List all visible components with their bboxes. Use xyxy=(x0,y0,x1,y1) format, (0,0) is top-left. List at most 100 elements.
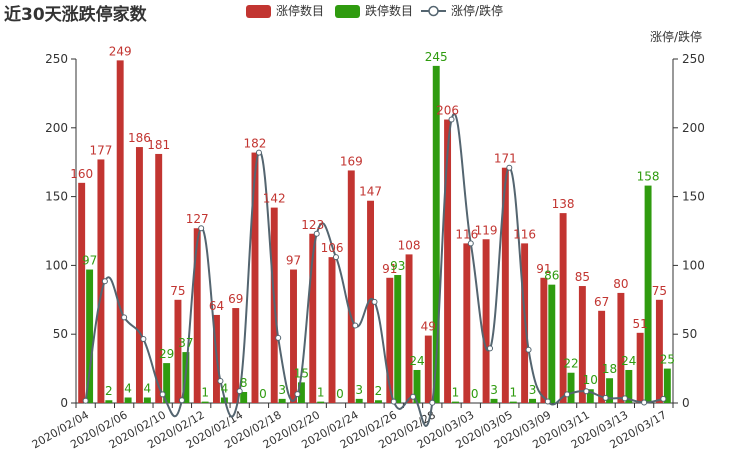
data-label-limit-down: 37 xyxy=(178,336,193,350)
bar-limit-down xyxy=(432,65,440,403)
bar-limit-up xyxy=(193,228,201,403)
ratio-point xyxy=(255,149,262,156)
ratio-point xyxy=(275,334,282,341)
ratio-point xyxy=(140,336,147,343)
data-label-limit-up: 119 xyxy=(475,223,498,237)
bar-limit-up xyxy=(155,153,163,403)
data-label-limit-down: 29 xyxy=(159,347,174,361)
data-label-limit-up: 249 xyxy=(109,44,132,58)
legend[interactable]: 涨停数目 跌停数目 涨停/跌停 xyxy=(246,3,503,18)
data-label-limit-up: 91 xyxy=(382,262,397,276)
bar-limit-up xyxy=(463,243,471,403)
bar-limit-down xyxy=(452,401,459,403)
bar-limit-down xyxy=(163,363,171,403)
ratio-point xyxy=(429,399,436,406)
data-label-limit-up: 142 xyxy=(263,192,286,206)
bar-limit-down xyxy=(586,389,594,403)
bar-limit-down xyxy=(548,284,556,403)
bar-limit-up xyxy=(367,200,374,403)
bar-limit-down xyxy=(644,185,652,403)
bar-limit-up xyxy=(232,308,240,403)
bar-limit-down xyxy=(143,397,151,403)
data-label-limit-up: 182 xyxy=(244,137,267,151)
y-right-tick-label: 250 xyxy=(682,52,705,66)
data-label-limit-down: 4 xyxy=(221,381,229,395)
bar-limit-up xyxy=(501,167,509,403)
data-label-limit-up: 123 xyxy=(301,218,324,232)
y-right-tick-label: 100 xyxy=(682,258,705,272)
data-label-limit-down: 245 xyxy=(425,50,448,64)
legend-swatch xyxy=(246,5,271,18)
bar-limit-up xyxy=(116,60,124,403)
bar-limit-down xyxy=(86,269,94,403)
legend-item[interactable]: 涨停/跌停 xyxy=(421,3,503,18)
legend-label: 跌停数目 xyxy=(365,3,413,18)
ratio-line xyxy=(82,112,667,427)
data-label-limit-down: 8 xyxy=(240,376,248,390)
y-left-tick-label: 250 xyxy=(45,52,68,66)
data-label-limit-down: 4 xyxy=(124,381,132,395)
y-left-tick-label: 100 xyxy=(45,258,68,272)
legend-label: 涨停数目 xyxy=(276,3,324,18)
ratio-point xyxy=(121,314,128,321)
data-label-limit-down: 4 xyxy=(144,381,152,395)
ratio-point xyxy=(217,377,224,384)
ratio-point xyxy=(564,391,571,398)
data-label-limit-up: 177 xyxy=(89,143,112,157)
ratio-point xyxy=(371,298,378,305)
data-label-limit-up: 67 xyxy=(594,295,609,309)
ratio-point xyxy=(410,393,417,400)
data-label-limit-down: 1 xyxy=(201,386,209,400)
bar-limit-up xyxy=(540,277,548,403)
ratio-point xyxy=(544,398,551,405)
ratio-point xyxy=(525,346,532,353)
data-label-limit-up: 186 xyxy=(128,131,151,145)
bar-limit-up xyxy=(424,335,432,403)
y-right-tick-label: 50 xyxy=(682,327,697,341)
bar-limit-down xyxy=(567,372,575,403)
data-label-limit-down: 18 xyxy=(602,362,617,376)
data-label-limit-down: 93 xyxy=(390,259,405,273)
bar-limit-down xyxy=(509,401,517,403)
legend-item[interactable]: 跌停数目 xyxy=(335,3,413,18)
data-label-limit-down: 158 xyxy=(637,170,660,184)
bar-limit-up xyxy=(578,286,586,403)
chart-title: 近30天涨跌停家数 xyxy=(4,4,148,25)
ratio-point xyxy=(294,391,301,398)
data-label-limit-down: 3 xyxy=(278,383,286,397)
data-label-limit-up: 160 xyxy=(70,167,93,181)
ratio-point xyxy=(602,394,609,401)
ratio-point xyxy=(332,254,339,261)
data-label-limit-up: 108 xyxy=(398,238,421,252)
data-label-limit-down: 15 xyxy=(294,366,309,380)
data-label-limit-up: 85 xyxy=(575,270,590,284)
ratio-point xyxy=(467,240,474,247)
data-label-limit-down: 10 xyxy=(583,373,598,387)
data-label-limit-up: 80 xyxy=(613,277,628,291)
data-label-limit-up: 75 xyxy=(652,284,667,298)
data-label-limit-down: 0 xyxy=(336,387,344,401)
data-label-limit-down: 1 xyxy=(317,386,325,400)
y-left-tick-label: 0 xyxy=(60,396,68,410)
ratio-point xyxy=(660,395,667,402)
data-label-limit-up: 106 xyxy=(321,241,344,255)
bar-limit-up xyxy=(386,277,394,403)
bar-limit-up xyxy=(655,299,663,403)
ratio-point xyxy=(198,225,205,232)
bar-limit-down xyxy=(278,398,286,403)
data-label-limit-up: 64 xyxy=(209,299,224,313)
data-label-limit-up: 97 xyxy=(286,254,301,268)
bar-limit-up xyxy=(559,213,567,403)
data-label-limit-down: 3 xyxy=(529,383,537,397)
data-label-limit-up: 69 xyxy=(228,292,243,306)
bar-limit-down xyxy=(240,391,248,403)
ratio-point xyxy=(178,397,185,404)
bar-limit-down xyxy=(394,275,402,403)
legend-label: 涨停/跌停 xyxy=(451,3,503,18)
legend-marker xyxy=(428,5,439,17)
data-label-limit-up: 75 xyxy=(170,284,185,298)
legend-item[interactable]: 涨停数目 xyxy=(246,3,324,18)
ratio-point xyxy=(352,322,359,329)
ratio-point xyxy=(236,388,243,395)
